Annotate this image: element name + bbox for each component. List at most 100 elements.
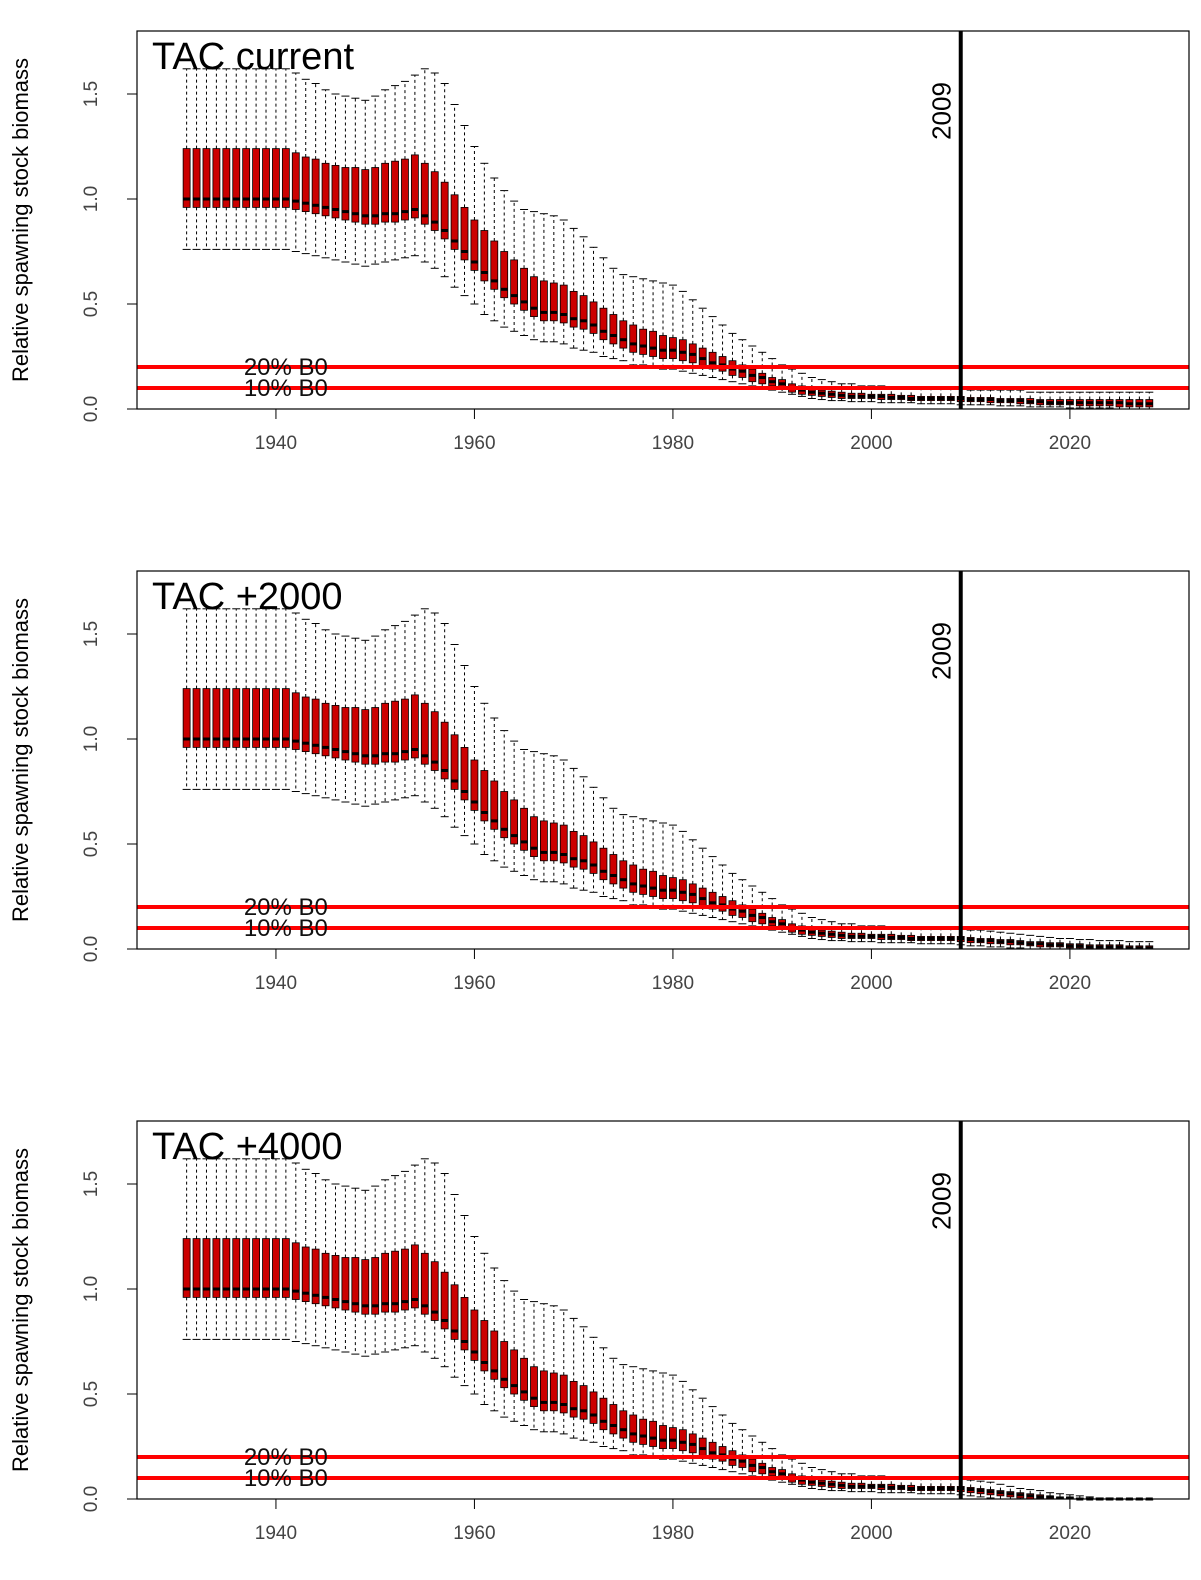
box-1986 xyxy=(728,872,737,923)
iqr-box xyxy=(281,688,290,748)
box-2003 xyxy=(897,387,906,404)
iqr-box xyxy=(579,835,588,870)
box-2015 xyxy=(1016,389,1025,407)
iqr-box xyxy=(669,1427,677,1449)
x-tick-label: 2020 xyxy=(1049,973,1091,994)
iqr-box xyxy=(589,1391,598,1424)
iqr-box xyxy=(649,330,657,357)
box-1942 xyxy=(291,1162,300,1342)
box-1973 xyxy=(599,1347,608,1447)
box-1949 xyxy=(361,1189,370,1357)
box-2021 xyxy=(1075,939,1084,950)
box-1976 xyxy=(629,1366,638,1456)
box-1936 xyxy=(232,68,241,250)
iqr-box xyxy=(500,791,509,839)
box-1977 xyxy=(639,278,648,366)
box-1952 xyxy=(391,85,400,261)
box-1979 xyxy=(659,282,667,370)
x-tick-label: 2020 xyxy=(1049,1523,1091,1544)
box-1964 xyxy=(510,1290,519,1422)
box-1963 xyxy=(500,1280,509,1418)
iqr-box xyxy=(450,1284,459,1340)
box-1956 xyxy=(430,72,439,269)
iqr-box xyxy=(708,1441,717,1460)
box-2011 xyxy=(976,1480,985,1498)
iqr-box xyxy=(559,824,568,864)
box-1997 xyxy=(837,923,846,942)
box-1956 xyxy=(430,612,439,809)
iqr-box xyxy=(242,1238,251,1298)
box-1980 xyxy=(668,824,677,910)
box-1961 xyxy=(480,1252,489,1405)
box-2022 xyxy=(1085,939,1094,950)
box-2000 xyxy=(867,1475,876,1493)
y-tick-label: 1.5 xyxy=(81,81,102,107)
box-2008 xyxy=(946,387,955,405)
box-1982 xyxy=(688,839,697,914)
iqr-box xyxy=(549,282,558,322)
iqr-box xyxy=(401,698,409,761)
box-1951 xyxy=(381,89,390,263)
iqr-box xyxy=(311,1248,320,1305)
box-1959 xyxy=(460,665,469,837)
box-2003 xyxy=(897,1477,906,1494)
iqr-box xyxy=(272,1238,280,1298)
iqr-box xyxy=(669,877,677,899)
iqr-box xyxy=(599,847,608,881)
iqr-box xyxy=(510,799,519,845)
panel-title: TAC +2000 xyxy=(152,576,342,618)
box-1939 xyxy=(262,1158,271,1340)
iqr-box xyxy=(490,240,499,290)
iqr-box xyxy=(659,875,667,900)
x-tick-label: 1960 xyxy=(453,1523,495,1544)
iqr-box xyxy=(202,1238,211,1298)
box-1951 xyxy=(381,629,390,803)
box-2027 xyxy=(1135,391,1144,410)
iqr-box xyxy=(381,1252,390,1313)
box-2012 xyxy=(986,930,995,948)
box-2008 xyxy=(946,927,955,945)
x-tick-label: 1940 xyxy=(255,433,297,454)
iqr-box xyxy=(549,822,558,862)
x-tick-label: 1980 xyxy=(652,973,694,994)
iqr-box xyxy=(192,148,201,208)
box-1957 xyxy=(440,83,449,278)
box-2016 xyxy=(1026,934,1035,950)
box-1978 xyxy=(649,820,658,908)
iqr-box xyxy=(540,280,548,322)
box-2004 xyxy=(907,387,916,404)
iqr-box xyxy=(619,320,628,349)
box-1985 xyxy=(718,1414,727,1471)
iqr-box xyxy=(659,1425,667,1450)
box-1938 xyxy=(252,608,261,790)
box-1935 xyxy=(222,608,231,790)
iqr-box xyxy=(460,1297,469,1351)
box-1948 xyxy=(351,97,360,265)
iqr-box xyxy=(232,148,241,208)
iqr-box xyxy=(291,1242,300,1300)
box-2007 xyxy=(936,1477,945,1495)
box-1952 xyxy=(391,625,400,801)
box-2018 xyxy=(1046,936,1055,950)
box-1947 xyxy=(341,95,350,263)
box-2020 xyxy=(1065,391,1074,409)
box-2013 xyxy=(996,931,1005,948)
iqr-box xyxy=(351,707,360,763)
box-1932 xyxy=(192,608,201,790)
box-1932 xyxy=(192,68,201,250)
box-1956 xyxy=(430,1162,439,1359)
box-1961 xyxy=(480,162,489,315)
box-1964 xyxy=(510,740,519,872)
box-1955 xyxy=(420,68,429,263)
box-2011 xyxy=(976,929,985,947)
y-tick-label: 1.0 xyxy=(81,1276,102,1302)
iqr-box xyxy=(678,1429,687,1452)
box-1953 xyxy=(400,80,409,259)
box-1981 xyxy=(678,830,687,912)
box-1998 xyxy=(847,1473,856,1493)
iqr-box xyxy=(371,1257,380,1315)
box-2016 xyxy=(1026,391,1035,408)
box-1980 xyxy=(668,1374,677,1460)
